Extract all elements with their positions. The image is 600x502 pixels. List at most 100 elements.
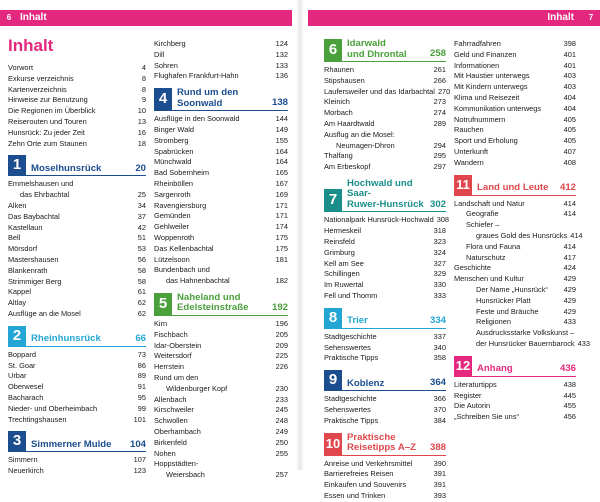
toc-entry[interactable]: Bacharach 95 — [8, 393, 146, 404]
toc-entry[interactable]: Idar-Oberstein 209 — [154, 341, 288, 352]
section-header-12[interactable]: 12 Anhang 436 — [454, 355, 576, 377]
toc-entry[interactable]: Das Baybachtal 37 — [8, 212, 146, 223]
toc-entry[interactable]: Nieder- und Oberheimbach 99 — [8, 404, 146, 415]
toc-entry[interactable]: Fell und Thomm 333 — [324, 291, 446, 302]
section-header-6[interactable]: 6 Idarwald und Dhrontal 258 — [324, 38, 446, 62]
toc-entry[interactable]: Ausflüge in den Soonwald 144 — [154, 114, 288, 125]
toc-entry[interactable]: Simmern 107 — [8, 455, 146, 466]
section-header-10[interactable]: 10 Praktische Reisetipps A–Z 388 — [324, 432, 446, 456]
toc-entry[interactable]: Reiserouten und Touren 13 — [8, 117, 146, 128]
toc-entry[interactable]: das Ehrbachtal 25 — [8, 190, 146, 201]
toc-entry[interactable]: Register 445 — [454, 391, 576, 402]
toc-entry[interactable]: Ausflug an die Mosel: — [324, 130, 446, 141]
toc-entry[interactable]: St. Goar 86 — [8, 361, 146, 372]
toc-entry[interactable]: Geografie 414 — [454, 209, 576, 220]
toc-entry[interactable]: Religionen 433 — [454, 317, 576, 328]
toc-entry[interactable]: Am Haardtwald 289 — [324, 119, 446, 130]
toc-entry[interactable]: der Hunsrücker Bauernbarock 433 — [454, 339, 590, 350]
section-header-3[interactable]: 3 Simmerner Mulde 104 — [8, 431, 146, 453]
toc-entry[interactable]: Hermeskeil 318 — [324, 226, 446, 237]
toc-entry[interactable]: Feste und Bräuche 429 — [454, 307, 576, 318]
toc-entry[interactable]: Mörsdorf 53 — [8, 244, 146, 255]
section-header-1[interactable]: 1 Moselhunsrück 20 — [8, 155, 146, 177]
toc-entry[interactable]: Hunsrücker Platt 429 — [454, 296, 576, 307]
toc-entry[interactable]: Die Autorin 455 — [454, 401, 576, 412]
toc-entry[interactable]: Reinsfeld 323 — [324, 237, 446, 248]
toc-entry[interactable]: Naturschutz 417 — [454, 253, 576, 264]
toc-entry[interactable]: Boppard 73 — [8, 350, 146, 361]
toc-entry[interactable]: Kartenverzeichnis 8 — [8, 85, 146, 96]
toc-entry[interactable]: Das Kellenbachtal 175 — [154, 244, 288, 255]
toc-entry[interactable]: Essen und Trinken 393 — [324, 491, 446, 502]
toc-entry[interactable]: graues Gold des Hunsrücks 414 — [454, 231, 583, 242]
toc-entry[interactable]: Unterkunft 407 — [454, 147, 576, 158]
toc-entry[interactable]: Nohen 255 — [154, 449, 288, 460]
section-header-4[interactable]: 4 Rund um den Soonwald 138 — [154, 87, 288, 112]
section-header-8[interactable]: 8 Trier 334 — [324, 307, 446, 329]
toc-entry[interactable]: Kirschweiler 245 — [154, 405, 288, 416]
toc-entry[interactable]: Laufersweiler und das Idarbachtal 270 — [324, 87, 450, 98]
toc-entry[interactable]: Kirchberg 124 — [154, 39, 288, 50]
toc-entry[interactable]: Ravengiersburg 171 — [154, 201, 288, 212]
toc-entry[interactable]: Mit Haustier unterwegs 403 — [454, 71, 576, 82]
toc-entry[interactable]: Hunsrück: Zu jeder Zeit 16 — [8, 128, 146, 139]
toc-entry[interactable]: Sehenswertes 340 — [324, 343, 446, 354]
section-header-5[interactable]: 5 Naheland und Edelsteinstraße 192 — [154, 292, 288, 316]
toc-entry[interactable]: Bundenbach und — [154, 265, 288, 276]
toc-entry[interactable]: Literaturtipps 438 — [454, 380, 576, 391]
toc-entry[interactable]: Rheinböllen 167 — [154, 179, 288, 190]
toc-entry[interactable]: Birkenfeld 250 — [154, 438, 288, 449]
section-header-7[interactable]: 7 Hochwald und Saar- Ruwer-Hunsrück 302 — [324, 178, 446, 213]
toc-entry[interactable]: Sohren 133 — [154, 61, 288, 72]
toc-entry[interactable]: Allenbach 233 — [154, 395, 288, 406]
toc-entry[interactable]: Stadtgeschichte 337 — [324, 332, 446, 343]
toc-entry[interactable]: Die Regionen im Überblick 10 — [8, 106, 146, 117]
toc-entry[interactable]: Kastellaun 42 — [8, 223, 146, 234]
toc-entry[interactable]: Morbach 274 — [324, 108, 446, 119]
toc-entry[interactable]: Neuerkirch 123 — [8, 466, 146, 477]
toc-entry[interactable]: Thalfang 295 — [324, 151, 446, 162]
toc-entry[interactable]: Neumagen-Dhron 294 — [324, 141, 446, 152]
toc-entry[interactable]: Hoppstädten- — [154, 459, 288, 470]
toc-entry[interactable]: Barrierefreies Reisen 391 — [324, 469, 446, 480]
toc-entry[interactable]: Bad Sobernheim 165 — [154, 168, 288, 179]
toc-entry[interactable]: Schwollen 248 — [154, 416, 288, 427]
toc-entry[interactable]: Oberhambach 249 — [154, 427, 288, 438]
toc-entry[interactable]: Spabrücken 164 — [154, 147, 288, 158]
toc-entry[interactable]: Sehenswertes 370 — [324, 405, 446, 416]
toc-entry[interactable]: Kell am See 327 — [324, 259, 446, 270]
toc-entry[interactable]: Emmelshausen und — [8, 179, 146, 190]
section-header-9[interactable]: 9 Koblenz 364 — [324, 370, 446, 392]
toc-entry[interactable]: Urbar 89 — [8, 371, 146, 382]
toc-entry[interactable]: Mit Kindern unterwegs 403 — [454, 82, 576, 93]
toc-entry[interactable]: „Schreiben Sie uns“ 456 — [454, 412, 576, 423]
toc-entry[interactable]: Vorwort 4 — [8, 63, 146, 74]
toc-entry[interactable]: Landschaft und Natur 414 — [454, 199, 576, 210]
toc-entry[interactable]: Klima und Reisezeit 404 — [454, 93, 576, 104]
toc-entry[interactable]: Einkaufen und Souvenirs 391 — [324, 480, 446, 491]
toc-entry[interactable]: Gehlweiler 174 — [154, 222, 288, 233]
toc-entry[interactable]: Dill 132 — [154, 50, 288, 61]
toc-entry[interactable]: Geschichte 424 — [454, 263, 576, 274]
toc-entry[interactable]: Rauchen 405 — [454, 125, 576, 136]
toc-entry[interactable]: Alken 34 — [8, 201, 146, 212]
toc-entry[interactable]: Lützelsoon 181 — [154, 255, 288, 266]
toc-entry[interactable]: Oberwesel 91 — [8, 382, 146, 393]
toc-entry[interactable]: Notrufnummern 405 — [454, 115, 576, 126]
toc-entry[interactable]: Wandern 408 — [454, 158, 576, 169]
toc-entry[interactable]: Bell 51 — [8, 233, 146, 244]
toc-entry[interactable]: Strimmiger Berg 58 — [8, 277, 146, 288]
toc-entry[interactable]: Ausdrucksstarke Volkskunst – — [454, 328, 576, 339]
toc-entry[interactable]: Praktische Tipps 384 — [324, 416, 446, 427]
toc-entry[interactable]: Praktische Tipps 358 — [324, 353, 446, 364]
toc-entry[interactable]: Flora und Fauna 414 — [454, 242, 576, 253]
toc-entry[interactable]: Fahrradfahren 398 — [454, 39, 576, 50]
toc-entry[interactable]: Stipshausen 266 — [324, 76, 446, 87]
section-header-11[interactable]: 11 Land und Leute 412 — [454, 174, 576, 196]
toc-entry[interactable]: Trechtingshausen 101 — [8, 415, 146, 426]
toc-entry[interactable]: Münchwald 164 — [154, 157, 288, 168]
toc-entry[interactable]: Mastershausen 56 — [8, 255, 146, 266]
toc-entry[interactable]: Flughafen Frankfurt-Hahn 136 — [154, 71, 288, 82]
toc-entry[interactable]: Schiefer – — [454, 220, 576, 231]
toc-entry[interactable]: Binger Wald 149 — [154, 125, 288, 136]
